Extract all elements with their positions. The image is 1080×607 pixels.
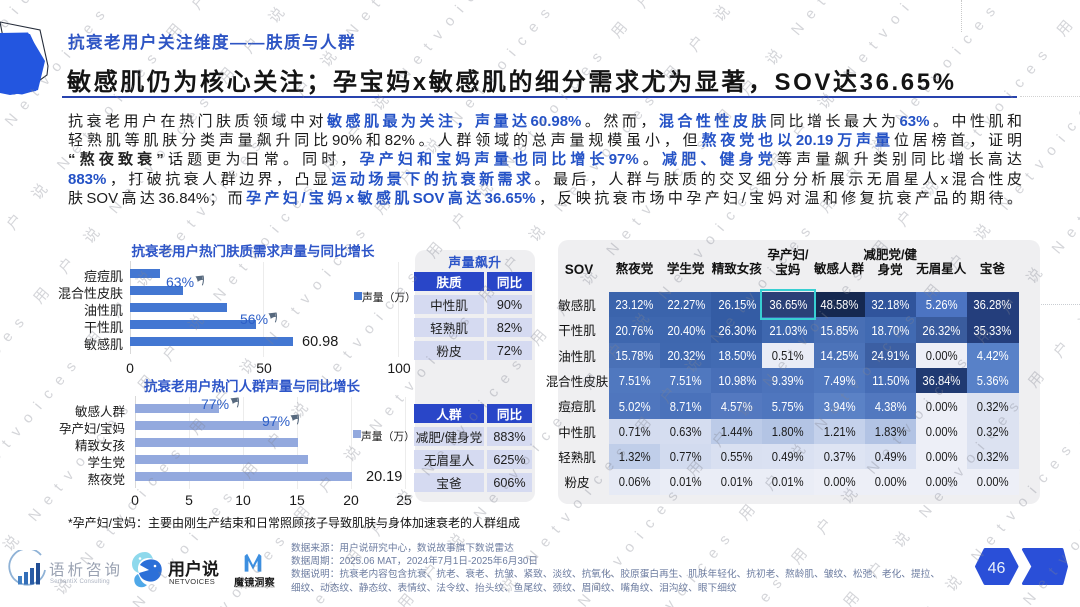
- svg-text:46: 46: [988, 560, 1006, 577]
